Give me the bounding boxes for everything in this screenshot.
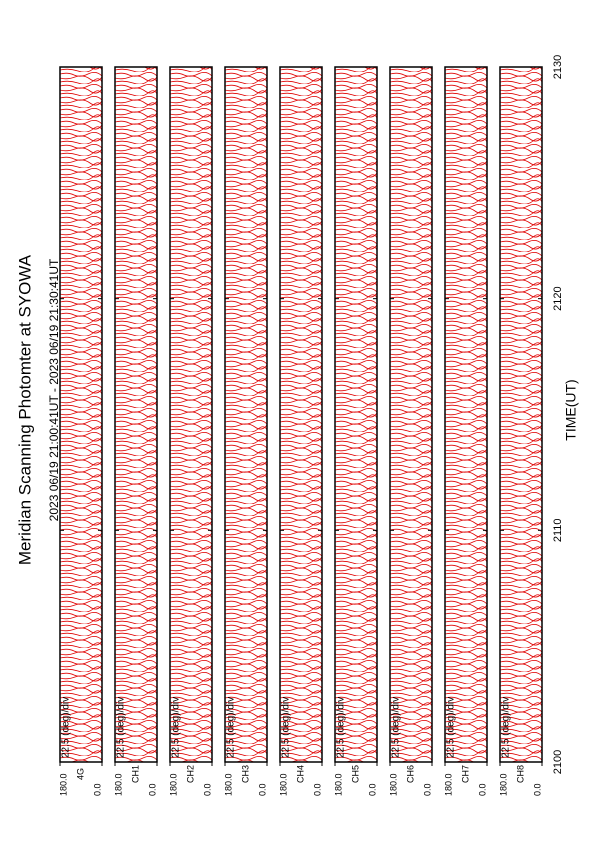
scale-label: 22.5 (deg)/div bbox=[226, 697, 237, 758]
scale-label: 22.5 (deg)/div bbox=[281, 697, 292, 758]
y-tick-label: 0.0 bbox=[257, 783, 267, 796]
trace-area bbox=[500, 67, 542, 762]
panel-frame bbox=[169, 66, 213, 763]
scale-label: 22.5 (deg)/div bbox=[501, 697, 512, 758]
y-tick-label: 180.0 bbox=[168, 773, 178, 796]
trace-area bbox=[225, 67, 267, 762]
x-axis-label: TIME(UT) bbox=[563, 379, 579, 440]
trace-area bbox=[390, 67, 432, 762]
y-tick-label: 0.0 bbox=[367, 783, 377, 796]
trace-area bbox=[280, 67, 322, 762]
scale-label: 22.5 (deg)/div bbox=[336, 697, 347, 758]
trace-area bbox=[335, 67, 377, 762]
panel-frame bbox=[114, 66, 158, 763]
y-tick-label: 180.0 bbox=[443, 773, 453, 796]
scale-label: 22.5 (deg)/div bbox=[391, 697, 402, 758]
y-tick-label: 180.0 bbox=[223, 773, 233, 796]
panel-label: 4G bbox=[75, 768, 85, 780]
scale-label: 22.5 (deg)/div bbox=[446, 697, 457, 758]
y-tick-label: 0.0 bbox=[92, 783, 102, 796]
y-tick-label: 180.0 bbox=[388, 773, 398, 796]
panel-label: CH7 bbox=[460, 765, 470, 783]
y-tick-label: 180.0 bbox=[333, 773, 343, 796]
panel-frame bbox=[389, 66, 433, 763]
scale-label: 22.5 (deg)/div bbox=[116, 697, 127, 758]
panel-frame bbox=[59, 66, 103, 763]
panel-frame bbox=[224, 66, 268, 763]
panel-label: CH3 bbox=[240, 765, 250, 783]
y-tick-label: 180.0 bbox=[58, 773, 68, 796]
y-tick-label: 0.0 bbox=[532, 783, 542, 796]
y-tick-label: 0.0 bbox=[477, 783, 487, 796]
panel-label: CH4 bbox=[295, 765, 305, 783]
y-tick-label: 0.0 bbox=[202, 783, 212, 796]
x-tick-label: 2120 bbox=[552, 286, 564, 310]
chart-title: Meridian Scanning Photomter at SYOWA bbox=[15, 254, 34, 565]
trace-area bbox=[60, 67, 102, 762]
panel-label: CH8 bbox=[515, 765, 525, 783]
panel-label: CH2 bbox=[185, 765, 195, 783]
y-tick-label: 180.0 bbox=[278, 773, 288, 796]
panel-frame bbox=[279, 66, 323, 763]
trace-area bbox=[445, 67, 487, 762]
y-tick-label: 180.0 bbox=[498, 773, 508, 796]
y-tick-label: 0.0 bbox=[312, 783, 322, 796]
y-tick-label: 0.0 bbox=[147, 783, 157, 796]
panel-label: CH1 bbox=[130, 765, 140, 783]
trace-area bbox=[115, 67, 157, 762]
x-tick-label: 2110 bbox=[552, 519, 564, 543]
x-tick-label: 2130 bbox=[552, 55, 564, 79]
panel-frame bbox=[444, 66, 488, 763]
x-tick-label: 2100 bbox=[552, 750, 564, 774]
scale-label: 22.5 (deg)/div bbox=[171, 697, 182, 758]
chart-subtitle: 2023 06/19 21:00:41UT - 2023 06/19 21:30… bbox=[47, 258, 61, 521]
scale-label: 22.5 (deg)/div bbox=[61, 697, 72, 758]
panel-frame bbox=[334, 66, 378, 763]
y-tick-label: 0.0 bbox=[422, 783, 432, 796]
y-tick-label: 180.0 bbox=[113, 773, 123, 796]
panel-frame bbox=[499, 66, 543, 763]
trace-area bbox=[170, 67, 212, 762]
panel-label: CH5 bbox=[350, 765, 360, 783]
panel-label: CH6 bbox=[405, 765, 415, 783]
